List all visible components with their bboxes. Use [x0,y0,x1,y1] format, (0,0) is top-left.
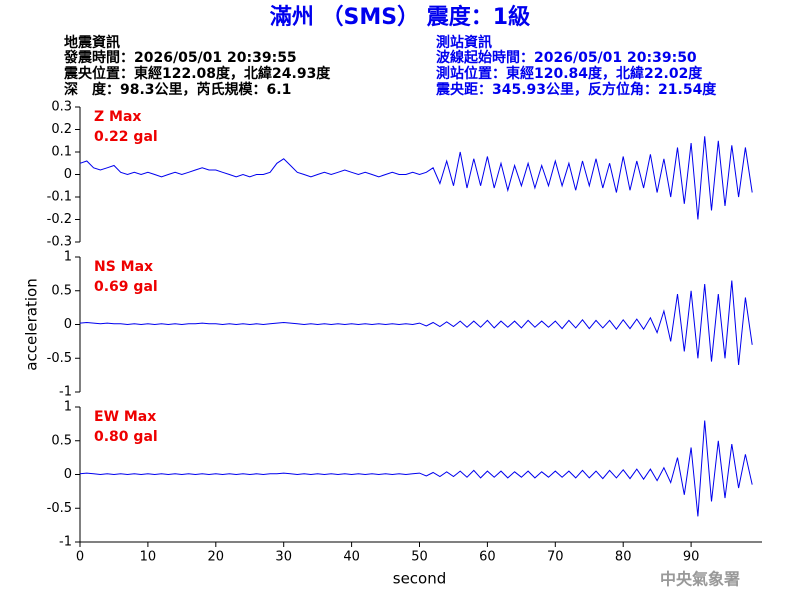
y-tick-label: -0.5 [47,501,72,516]
annotation: EW Max [94,409,156,425]
info-line: 深 度：98.3公里，芮氏規模：6.1 [64,81,291,98]
info-line: 測站資訊 [436,34,492,51]
info-line: 波線起始時間：2026/05/01 20:39:50 [436,49,697,66]
y-tick-label: -1 [59,535,72,550]
x-tick-label: 30 [275,550,292,565]
y-tick-label: 1 [64,250,72,265]
annotation: 0.69 gal [94,279,158,295]
y-tick-label: 0.5 [51,433,72,448]
x-tick-label: 90 [683,550,700,565]
y-tick-label: 0 [64,467,72,482]
x-tick-label: 80 [615,550,632,565]
annotation: 0.80 gal [94,429,158,445]
y-tick-label: 0.1 [51,145,72,160]
info-line: 震央距：345.93公里，反方位角：21.54度 [435,81,717,98]
y-tick-label: 1 [64,400,72,415]
waveform [79,420,753,517]
waveform [79,280,753,366]
y-tick-label: 0.3 [51,100,72,115]
x-tick-label: 70 [547,550,564,565]
waveform [79,136,753,220]
y-tick-label: 0 [64,317,72,332]
x-tick-label: 60 [479,550,496,565]
annotation: 0.22 gal [94,129,158,145]
y-tick-label: -0.2 [47,212,72,227]
annotation: NS Max [94,259,153,275]
x-tick-label: 40 [343,550,360,565]
x-tick-label: 0 [76,550,84,565]
x-axis-label: second [393,570,447,588]
y-tick-label: 0 [64,167,72,182]
y-tick-label: -0.5 [47,351,72,366]
x-tick-label: 50 [411,550,428,565]
y-tick-label: 0.5 [51,283,72,298]
annotation: Z Max [94,109,141,125]
y-axis-label: acceleration [23,278,41,370]
footer: 中央氣象署 [660,570,740,589]
info-line: 發震時間：2026/05/01 20:39:55 [63,49,297,66]
y-tick-label: -0.1 [47,190,72,205]
y-tick-label: -1 [59,385,72,400]
y-tick-label: 0.2 [51,122,72,137]
x-tick-label: 20 [208,550,225,565]
y-tick-label: -0.3 [47,235,72,250]
info-line: 地震資訊 [64,34,120,51]
info-line: 測站位置：東經120.84度，北緯22.02度 [436,65,703,82]
title: 滿州 （SMS） 震度：1級 [270,4,530,30]
x-tick-label: 10 [140,550,157,565]
info-line: 震央位置：東經122.08度，北緯24.93度 [63,65,331,82]
